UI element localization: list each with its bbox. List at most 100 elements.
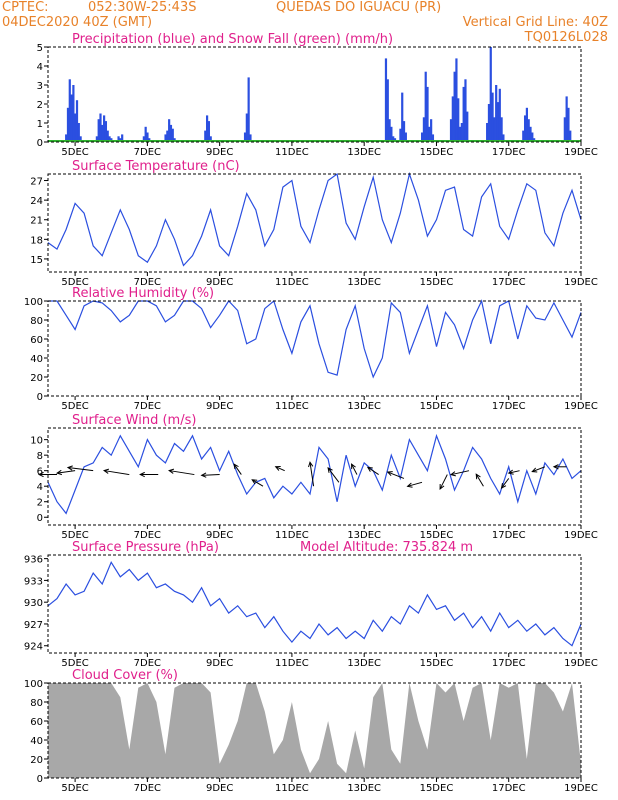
- precip-bar: [569, 130, 572, 142]
- x-tick-label: 13DEC: [347, 277, 381, 288]
- temp-frame: [47, 173, 582, 273]
- precip-bar: [498, 88, 501, 142]
- precip-bar: [522, 130, 525, 142]
- precip-bar: [565, 96, 568, 142]
- x-tick-label: 13DEC: [347, 530, 381, 541]
- header-model: TQ0126L028: [524, 30, 608, 45]
- y-tick-label: 2: [37, 498, 43, 509]
- x-tick-label: 19DEC: [564, 658, 598, 669]
- y-tick-label: 0: [37, 138, 43, 149]
- precip-bar: [489, 47, 492, 142]
- wind-arrow: [508, 470, 520, 474]
- y-tick-label: 21: [30, 216, 43, 227]
- y-tick-label: 20: [30, 755, 43, 766]
- x-tick-label: 5DEC: [61, 658, 88, 669]
- wind-line: [47, 433, 582, 515]
- precip-bar: [430, 119, 433, 142]
- x-tick-label: 15DEC: [420, 401, 454, 412]
- wind-arrow: [351, 463, 358, 475]
- x-tick-label: 19DEC: [564, 147, 598, 158]
- precip-bar: [451, 96, 454, 142]
- precip-bar: [207, 121, 211, 142]
- y-tick-label: 927: [24, 620, 43, 631]
- wind-arrow: [475, 473, 484, 487]
- precip-bar: [169, 124, 173, 142]
- wind-frame: [47, 427, 582, 526]
- precip-bar: [117, 136, 120, 142]
- y-tick-label: 2: [37, 100, 43, 111]
- x-tick-label: 17DEC: [492, 658, 526, 669]
- x-tick-label: 17DEC: [492, 783, 526, 794]
- wind-arrow: [327, 467, 340, 483]
- y-tick-label: 6: [37, 467, 43, 478]
- precip-bar: [75, 100, 79, 142]
- y-tick-label: 933: [24, 576, 43, 587]
- wind-arrow-head: [386, 471, 393, 477]
- rh-frame: [47, 300, 582, 397]
- y-tick-label: 10: [30, 436, 43, 447]
- precip-bar: [209, 136, 212, 142]
- precip-bar: [563, 117, 566, 142]
- precip-bar: [205, 115, 209, 142]
- header-grid-line: Vertical Grid Line: 40Z: [462, 15, 608, 30]
- header-location: QUEDAS DO IGUACU (PR): [276, 0, 442, 15]
- wind-arrow-head: [274, 466, 281, 471]
- y-tick-label: 0: [37, 392, 43, 403]
- precip-bar: [243, 132, 247, 142]
- y-tick-label: 100: [24, 297, 43, 308]
- x-tick-label: 13DEC: [347, 783, 381, 794]
- y-tick-label: 80: [30, 698, 43, 709]
- x-tick-label: 5DEC: [61, 530, 88, 541]
- precip-bar: [390, 126, 393, 142]
- precip-bar: [104, 121, 108, 142]
- wind-arrow-head: [327, 467, 333, 473]
- precip-bar: [166, 130, 169, 142]
- precip-bar: [531, 132, 534, 142]
- precip-bar: [458, 126, 462, 142]
- x-tick-label: 13DEC: [347, 401, 381, 412]
- header: CPTEC: 052:30W-25:43S QUEDAS DO IGUACU (…: [0, 0, 618, 48]
- x-tick-label: 19DEC: [564, 783, 598, 794]
- precip-bar: [523, 115, 527, 142]
- precip-bar: [103, 115, 106, 142]
- wind-arrow-head: [251, 479, 258, 485]
- precip-bar: [97, 119, 100, 142]
- rh-line: [48, 299, 582, 379]
- wind-arrow: [233, 463, 242, 475]
- y-tick-label: 40: [30, 354, 43, 365]
- x-tick-label: 11DEC: [275, 783, 309, 794]
- wind-arrow: [532, 466, 546, 473]
- x-tick-label: 15DEC: [420, 530, 454, 541]
- x-tick-label: 11DEC: [275, 530, 309, 541]
- temp-line: [47, 171, 582, 267]
- wind-arrow: [407, 481, 423, 487]
- wind-title: Surface Wind (m/s): [72, 413, 196, 428]
- cloud-title: Cloud Cover (%): [72, 668, 178, 683]
- wind-arrow-head: [233, 463, 239, 470]
- precip-bar: [527, 119, 530, 142]
- precip-bar: [422, 117, 426, 142]
- y-tick-label: 924: [24, 642, 43, 653]
- precip-bar: [462, 86, 465, 142]
- y-tick-label: 8: [37, 451, 43, 462]
- wind-arrow-head: [500, 483, 507, 489]
- precip-bar: [466, 111, 469, 142]
- y-tick-label: 60: [30, 335, 43, 346]
- wind-arrow-head: [351, 463, 356, 470]
- precip-bar: [495, 85, 498, 142]
- precip-bar: [386, 79, 389, 142]
- precip-bar: [95, 136, 98, 142]
- precip-bar: [428, 126, 431, 142]
- precip-bar: [453, 71, 456, 142]
- wind-arrow-head: [200, 472, 207, 478]
- precip-bar: [500, 117, 503, 142]
- wind-arrow-head: [55, 469, 63, 476]
- precip-bar: [401, 92, 404, 142]
- precip-bar: [171, 128, 174, 142]
- precip-bar: [204, 130, 207, 142]
- y-tick-label: 80: [30, 316, 43, 327]
- precip-bar: [74, 113, 77, 142]
- precip-bar: [424, 71, 427, 142]
- x-tick-label: 7DEC: [134, 658, 161, 669]
- y-tick-label: 20: [30, 373, 43, 384]
